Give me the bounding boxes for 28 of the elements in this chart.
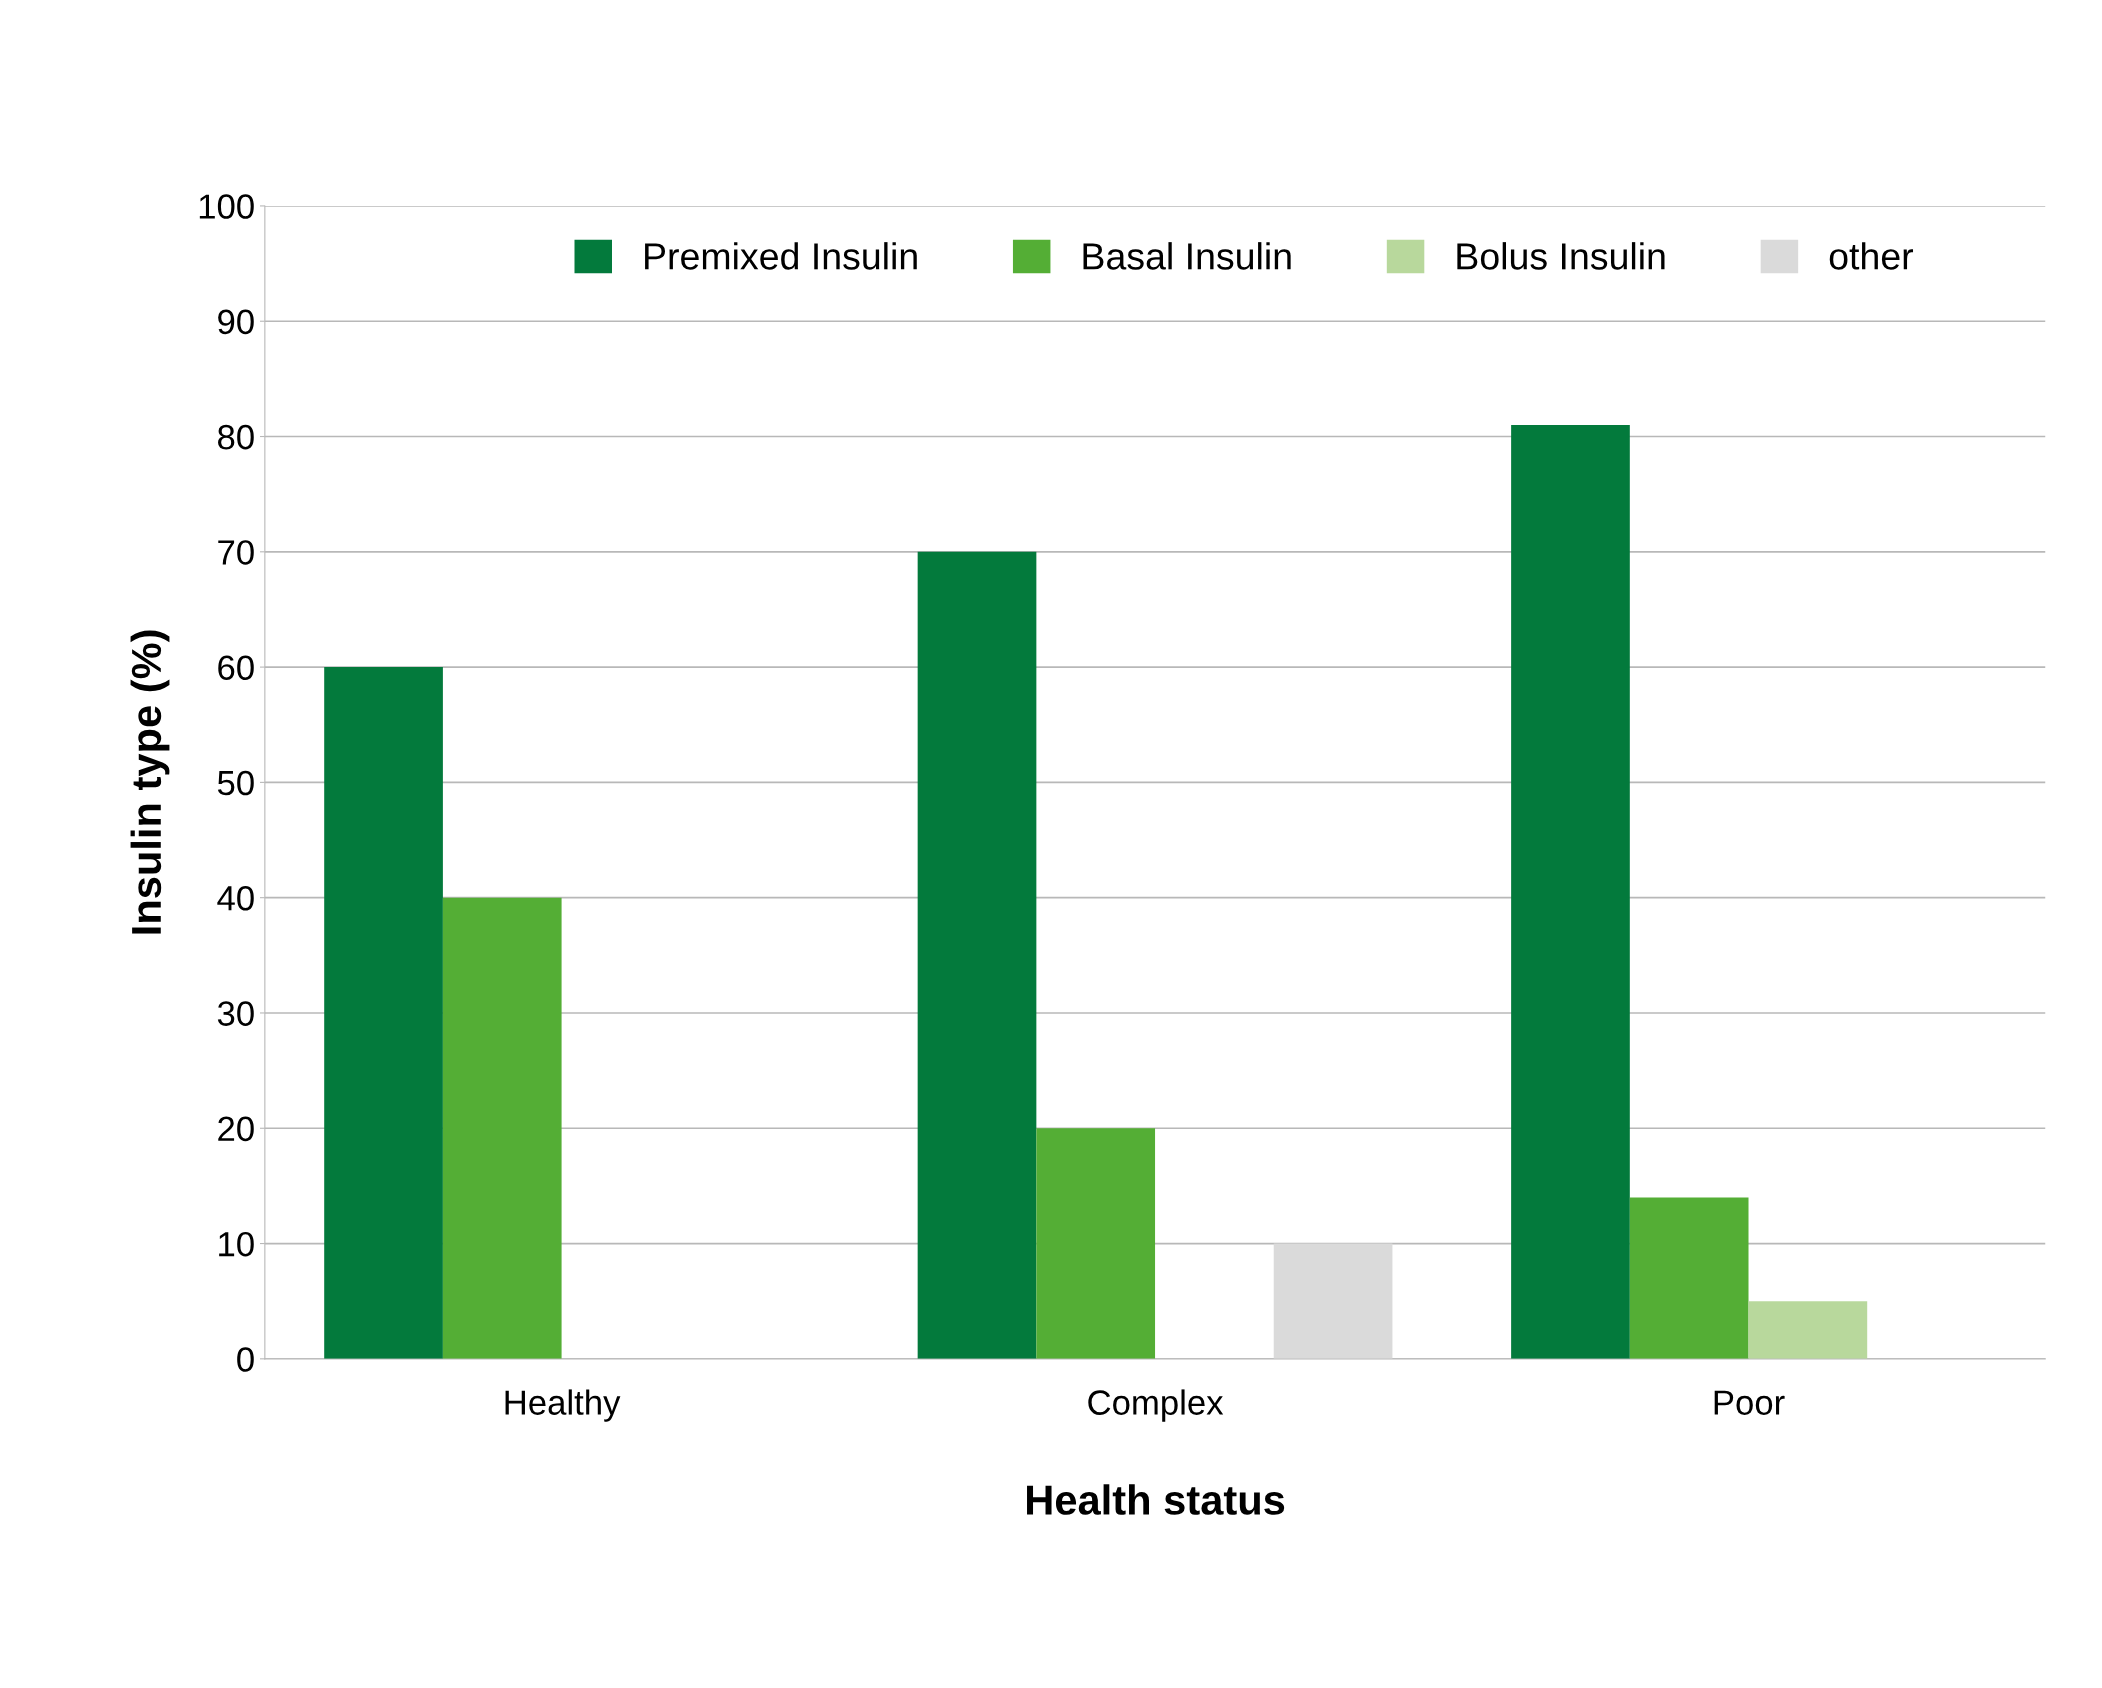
- x-tick-label: Poor: [1714, 1390, 1785, 1415]
- y-tick-label: 20: [218, 1116, 254, 1142]
- y-tick-label: 80: [218, 424, 254, 450]
- y-tick-label: 100: [199, 194, 254, 219]
- bar: [324, 667, 443, 1359]
- bar: [917, 551, 1037, 1359]
- legend-label: Bolus Insulin: [1457, 242, 1665, 270]
- y-tick-label: 30: [217, 1001, 254, 1026]
- y-axis-title: Insulin type (%): [130, 630, 170, 934]
- y-tick-label: 90: [218, 309, 254, 335]
- legend-label: Basal Insulin: [1083, 242, 1291, 270]
- bar: [1273, 1243, 1393, 1359]
- legend-label: Premixed Insulin: [645, 242, 917, 270]
- x-tick-label: Complex: [1088, 1389, 1224, 1422]
- bar: [442, 897, 562, 1359]
- legend-label: other: [1829, 242, 1914, 270]
- y-tick-label: 40: [217, 886, 254, 911]
- y-tick-label: 50: [217, 770, 254, 796]
- y-tick-label: 0: [237, 1347, 254, 1372]
- bar: [1748, 1301, 1868, 1359]
- y-tick-label: 70: [218, 540, 254, 565]
- bar: [1511, 424, 1630, 1359]
- bar: [1629, 1197, 1749, 1359]
- x-axis-title: Health status: [1027, 1484, 1285, 1515]
- y-tick-label: 60: [218, 655, 254, 681]
- bar: [1036, 1128, 1156, 1359]
- y-tick-label: 10: [219, 1231, 254, 1257]
- x-tick-label: Healthy: [505, 1389, 621, 1422]
